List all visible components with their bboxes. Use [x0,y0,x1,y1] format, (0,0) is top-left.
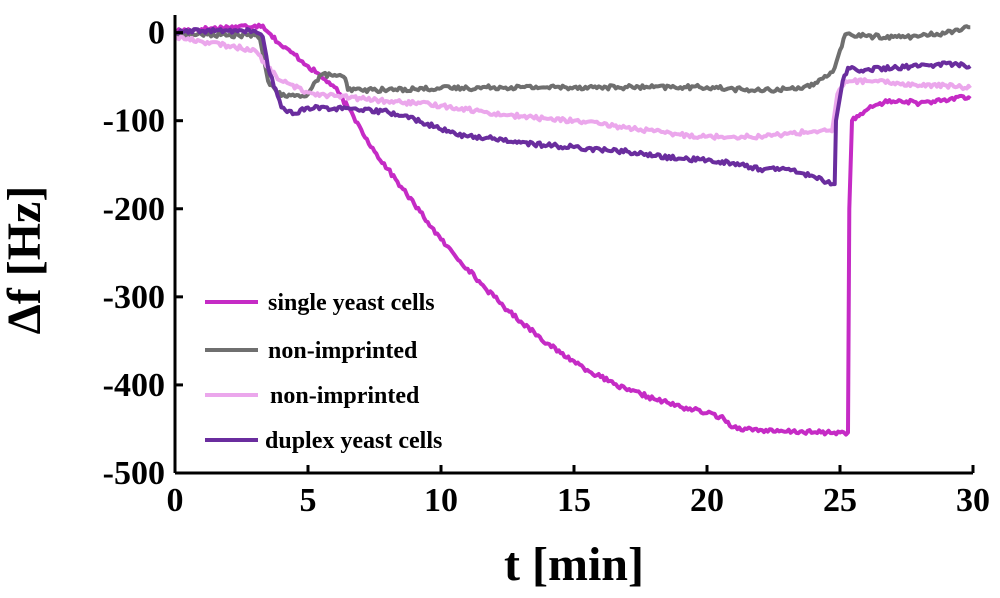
legend-label-duplex-yeast-cells: duplex yeast cells [265,428,442,454]
x-tick-label: 20 [690,482,724,519]
x-ticks: 0 5 10 15 20 25 30 [167,465,990,519]
x-tick-label: 0 [167,482,184,519]
legend-label-non-imprinted-gray: non-imprinted [268,338,418,364]
legend-label-non-imprinted-pink: non-imprinted [270,383,420,409]
x-axis-title: t [min] [504,538,644,591]
legend-label-single-yeast-cells: single yeast cells [268,290,435,316]
y-tick-label: -200 [103,191,165,228]
y-tick-label: -300 [103,279,165,316]
x-tick-label: 10 [424,482,458,519]
y-tick-label: 0 [148,15,165,52]
y-tick-label: -100 [103,103,165,140]
y-ticks: 0 -100 -200 -300 -400 -500 [103,15,183,492]
series-line-single-yeast-cells-0 [174,22,972,437]
series-line-non-imprinted-1 [174,24,971,99]
y-axis-title: Δf [Hz] [0,186,51,335]
series-line-non-imprinted-2 [173,34,972,141]
x-tick-label: 30 [956,482,990,519]
series-line-duplex-yeast-cells-3 [174,27,972,187]
y-tick-label: -400 [103,367,165,404]
x-tick-label: 5 [300,482,317,519]
plot-lines [173,22,972,437]
y-tick-label: -500 [103,455,165,492]
legend: single yeast cells non-imprinted non-imp… [205,290,442,454]
x-tick-label: 15 [557,482,591,519]
x-tick-label: 25 [823,482,857,519]
